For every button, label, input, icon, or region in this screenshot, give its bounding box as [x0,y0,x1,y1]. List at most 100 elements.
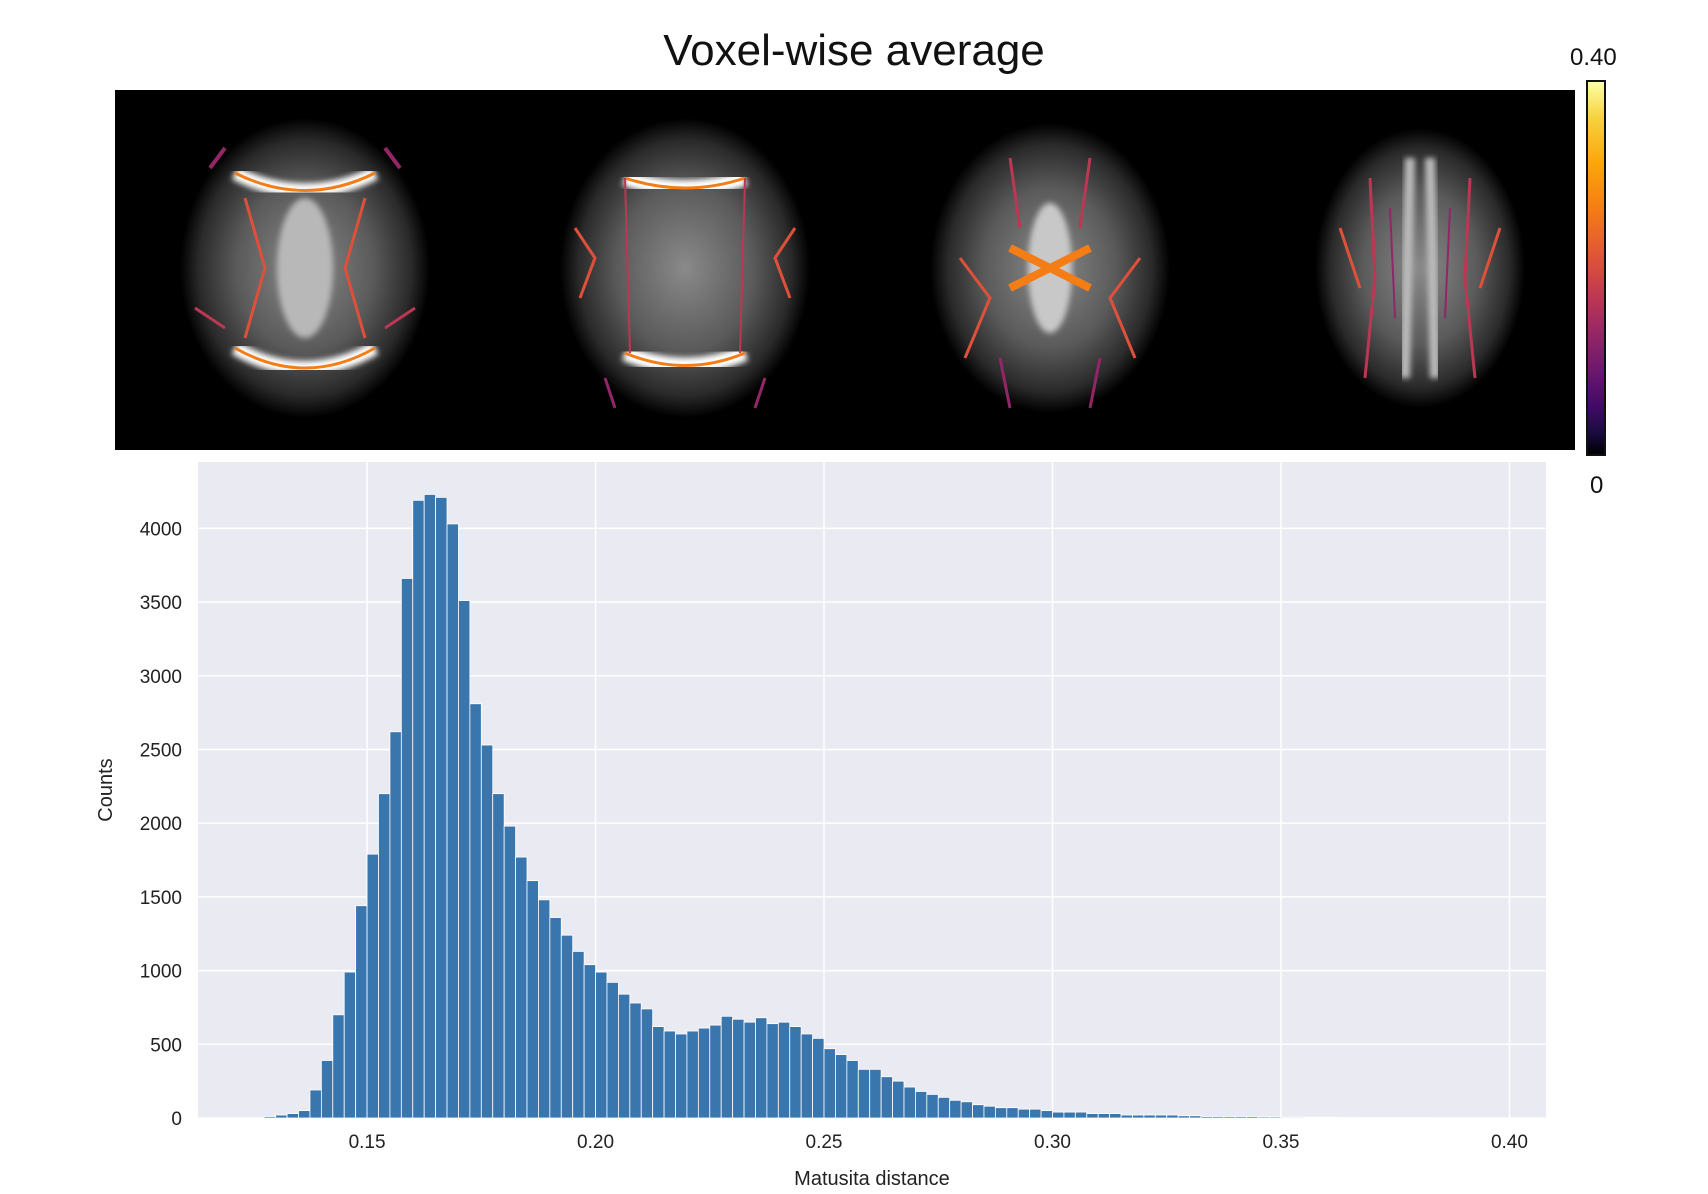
histogram-bar [835,1054,848,1119]
histogram-bar [1303,1116,1316,1119]
figure-title: Voxel-wise average [663,26,1045,75]
histogram-bar [755,1017,768,1119]
x-tick-label: 0.30 [1034,1132,1071,1153]
histogram-bar [983,1105,996,1119]
histogram-bar [492,793,505,1119]
histogram-bar [709,1024,722,1119]
histogram-bar [629,1002,642,1119]
histogram-bar [652,1026,665,1119]
histogram-bar [812,1037,825,1119]
histogram-bar [572,951,585,1119]
histogram-bar [789,1026,802,1119]
histogram-bar [1280,1116,1293,1119]
histogram-bar [777,1021,791,1119]
y-tick-label: 3500 [140,593,182,614]
histogram-bar [697,1027,711,1119]
histogram-bar [743,1021,756,1119]
histogram-bar [1063,1111,1076,1119]
histogram-bar [423,494,437,1119]
histogram-bar [1326,1116,1339,1119]
histogram-bar [1314,1116,1328,1119]
y-axis-label: Counts [95,758,117,821]
histogram-bar [458,600,471,1119]
histogram-bar [1074,1111,1088,1119]
histogram-bar [1040,1110,1053,1119]
x-tick-label: 0.40 [1491,1132,1528,1153]
histogram-bar [389,731,402,1119]
y-tick-label: 2000 [140,814,182,835]
histogram-bar [766,1023,779,1119]
colorbar [1586,80,1606,456]
x-tick-label: 0.35 [1262,1132,1299,1153]
histogram-bar [503,825,516,1119]
histogram-bar [263,1116,277,1119]
histogram-bar [892,1080,905,1119]
histogram-bar [926,1094,939,1119]
y-tick-label: 0 [171,1109,182,1130]
brain-slice-2 [560,118,810,418]
x-axis-label: Matusita distance [794,1168,950,1190]
histogram-bar [583,964,596,1119]
histogram-bar [286,1113,299,1119]
histogram-bar [1029,1108,1042,1119]
histogram-bar [915,1091,928,1119]
histogram-bar [446,523,459,1119]
histogram-bar [355,905,368,1119]
histogram-bar [526,880,539,1119]
histogram-bar [366,853,379,1119]
histogram-bar [1109,1113,1122,1119]
histogram-bar [412,499,425,1119]
histogram-bar [469,703,482,1119]
x-tick-label: 0.15 [349,1132,386,1153]
brain-slice-3 [930,123,1170,413]
histogram-bar [378,793,391,1119]
histogram-bar [1189,1115,1202,1119]
histogram-bar [1006,1107,1019,1119]
histogram-bar [1234,1116,1248,1119]
brain-slice-1 [180,118,430,418]
histogram-bar [549,917,562,1119]
histogram-bar [937,1096,951,1119]
y-tick-label: 2500 [140,740,182,761]
histogram-bar [823,1048,836,1119]
histogram-bar [949,1099,962,1119]
histogram-bar [320,1060,334,1119]
histogram-bar [538,899,551,1119]
histogram-bar [1052,1111,1065,1119]
histogram-bar [560,934,574,1119]
brain-slices-image [180,118,1525,418]
x-tick-label: 0.20 [577,1132,614,1153]
histogram-bar [960,1101,973,1119]
histogram-bar [1120,1114,1133,1119]
histogram-bar [1337,1117,1350,1119]
histogram-bar [994,1107,1008,1119]
histogram-bar [275,1114,288,1119]
histogram-bar [1291,1116,1305,1119]
histogram-bar [800,1033,813,1119]
histogram-bar [606,981,619,1119]
histogram-bar [332,1014,345,1119]
y-tick-label: 1500 [140,888,182,909]
y-tick-label: 1000 [140,962,182,983]
histogram-bar [1212,1116,1225,1119]
histogram-bar [435,496,448,1119]
histogram-bar [1154,1114,1168,1119]
histogram-bar [640,1008,654,1119]
histogram-bar [1349,1117,1362,1119]
histogram-bar [1246,1116,1259,1119]
histogram-bar [1177,1115,1190,1119]
brain-slices-panel [115,90,1575,450]
histogram-bar [1017,1108,1031,1119]
histogram-bar [343,971,357,1119]
histogram-bar [846,1060,859,1119]
x-tick-label: 0.25 [806,1132,843,1153]
y-tick-label: 3000 [140,667,182,688]
histogram-bar [720,1015,734,1119]
histogram-bar [1086,1113,1099,1119]
colorbar-max-label: 0.40 [1570,44,1617,71]
histogram-bar [903,1086,916,1119]
histogram-bar [686,1030,699,1119]
histogram-bar [617,993,631,1119]
histogram-bar [298,1110,311,1119]
